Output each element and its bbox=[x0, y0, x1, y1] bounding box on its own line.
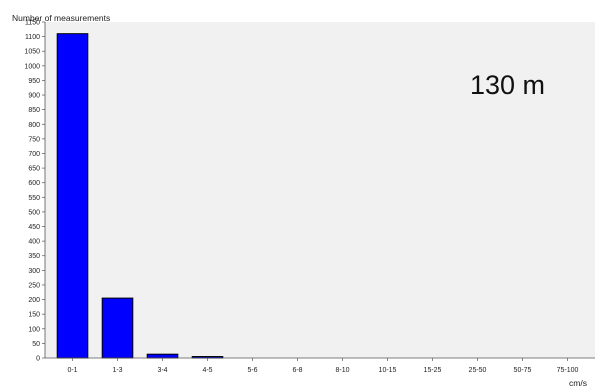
x-tick-label: 0-1 bbox=[67, 367, 77, 374]
x-axis-ticks: 0-1 1-3 3-4 4-5 5-6 6-8 8-10 10-15 15-25 25-50 50-… bbox=[67, 358, 579, 374]
bar-1-3 bbox=[101, 297, 134, 359]
y-tick-label: 0 bbox=[36, 356, 40, 363]
y-tick-label: 900 bbox=[28, 93, 40, 100]
y-tick-label: 350 bbox=[28, 253, 40, 260]
x-tick-label: 5-6 bbox=[247, 367, 257, 374]
y-tick-label: 600 bbox=[28, 180, 40, 187]
y-axis-title: Number of measurements bbox=[12, 13, 110, 23]
y-tick-label: 650 bbox=[28, 166, 40, 173]
y-tick-label: 1100 bbox=[25, 34, 40, 41]
y-axis-ticks: 0 50 100 150 200 250 300 350 400 450 500 550 600 650 7… bbox=[24, 20, 45, 363]
y-tick-label: 1150 bbox=[25, 20, 40, 27]
y-tick-label: 700 bbox=[28, 151, 40, 158]
y-tick-label: 750 bbox=[28, 136, 40, 143]
x-tick-label: 15-25 bbox=[424, 367, 442, 374]
y-tick-label: 400 bbox=[28, 239, 40, 246]
x-tick-label: 10-15 bbox=[379, 367, 397, 374]
y-tick-label: 200 bbox=[28, 297, 40, 304]
x-tick-label: 1-3 bbox=[112, 367, 122, 374]
bars bbox=[56, 33, 224, 359]
y-tick-label: 50 bbox=[32, 341, 40, 348]
y-tick-label: 150 bbox=[28, 312, 40, 319]
bar-0-1 bbox=[56, 33, 89, 359]
y-tick-label: 800 bbox=[28, 122, 40, 129]
y-tick-label: 300 bbox=[28, 268, 40, 275]
x-tick-label: 4-5 bbox=[202, 367, 212, 374]
y-tick-label: 1000 bbox=[24, 63, 40, 70]
x-tick-label: 25-50 bbox=[469, 367, 487, 374]
y-tick-label: 1050 bbox=[24, 49, 40, 56]
y-tick-label: 850 bbox=[28, 107, 40, 114]
x-tick-label: 75-100 bbox=[557, 367, 579, 374]
x-tick-label: 6-8 bbox=[292, 367, 302, 374]
x-tick-label: 50-75 bbox=[514, 367, 532, 374]
y-tick-label: 550 bbox=[28, 195, 40, 202]
bar-3-4 bbox=[146, 353, 179, 359]
y-tick-label: 100 bbox=[28, 326, 40, 333]
y-tick-label: 500 bbox=[28, 209, 40, 216]
y-tick-label: 450 bbox=[28, 224, 40, 231]
depth-annotation: 130 m bbox=[470, 70, 545, 100]
plot-background bbox=[45, 22, 595, 358]
x-tick-label: 8-10 bbox=[335, 367, 349, 374]
x-axis-unit: cm/s bbox=[569, 378, 587, 386]
y-tick-label: 950 bbox=[28, 78, 40, 85]
y-tick-label: 250 bbox=[28, 282, 40, 289]
x-tick-label: 3-4 bbox=[157, 367, 167, 374]
